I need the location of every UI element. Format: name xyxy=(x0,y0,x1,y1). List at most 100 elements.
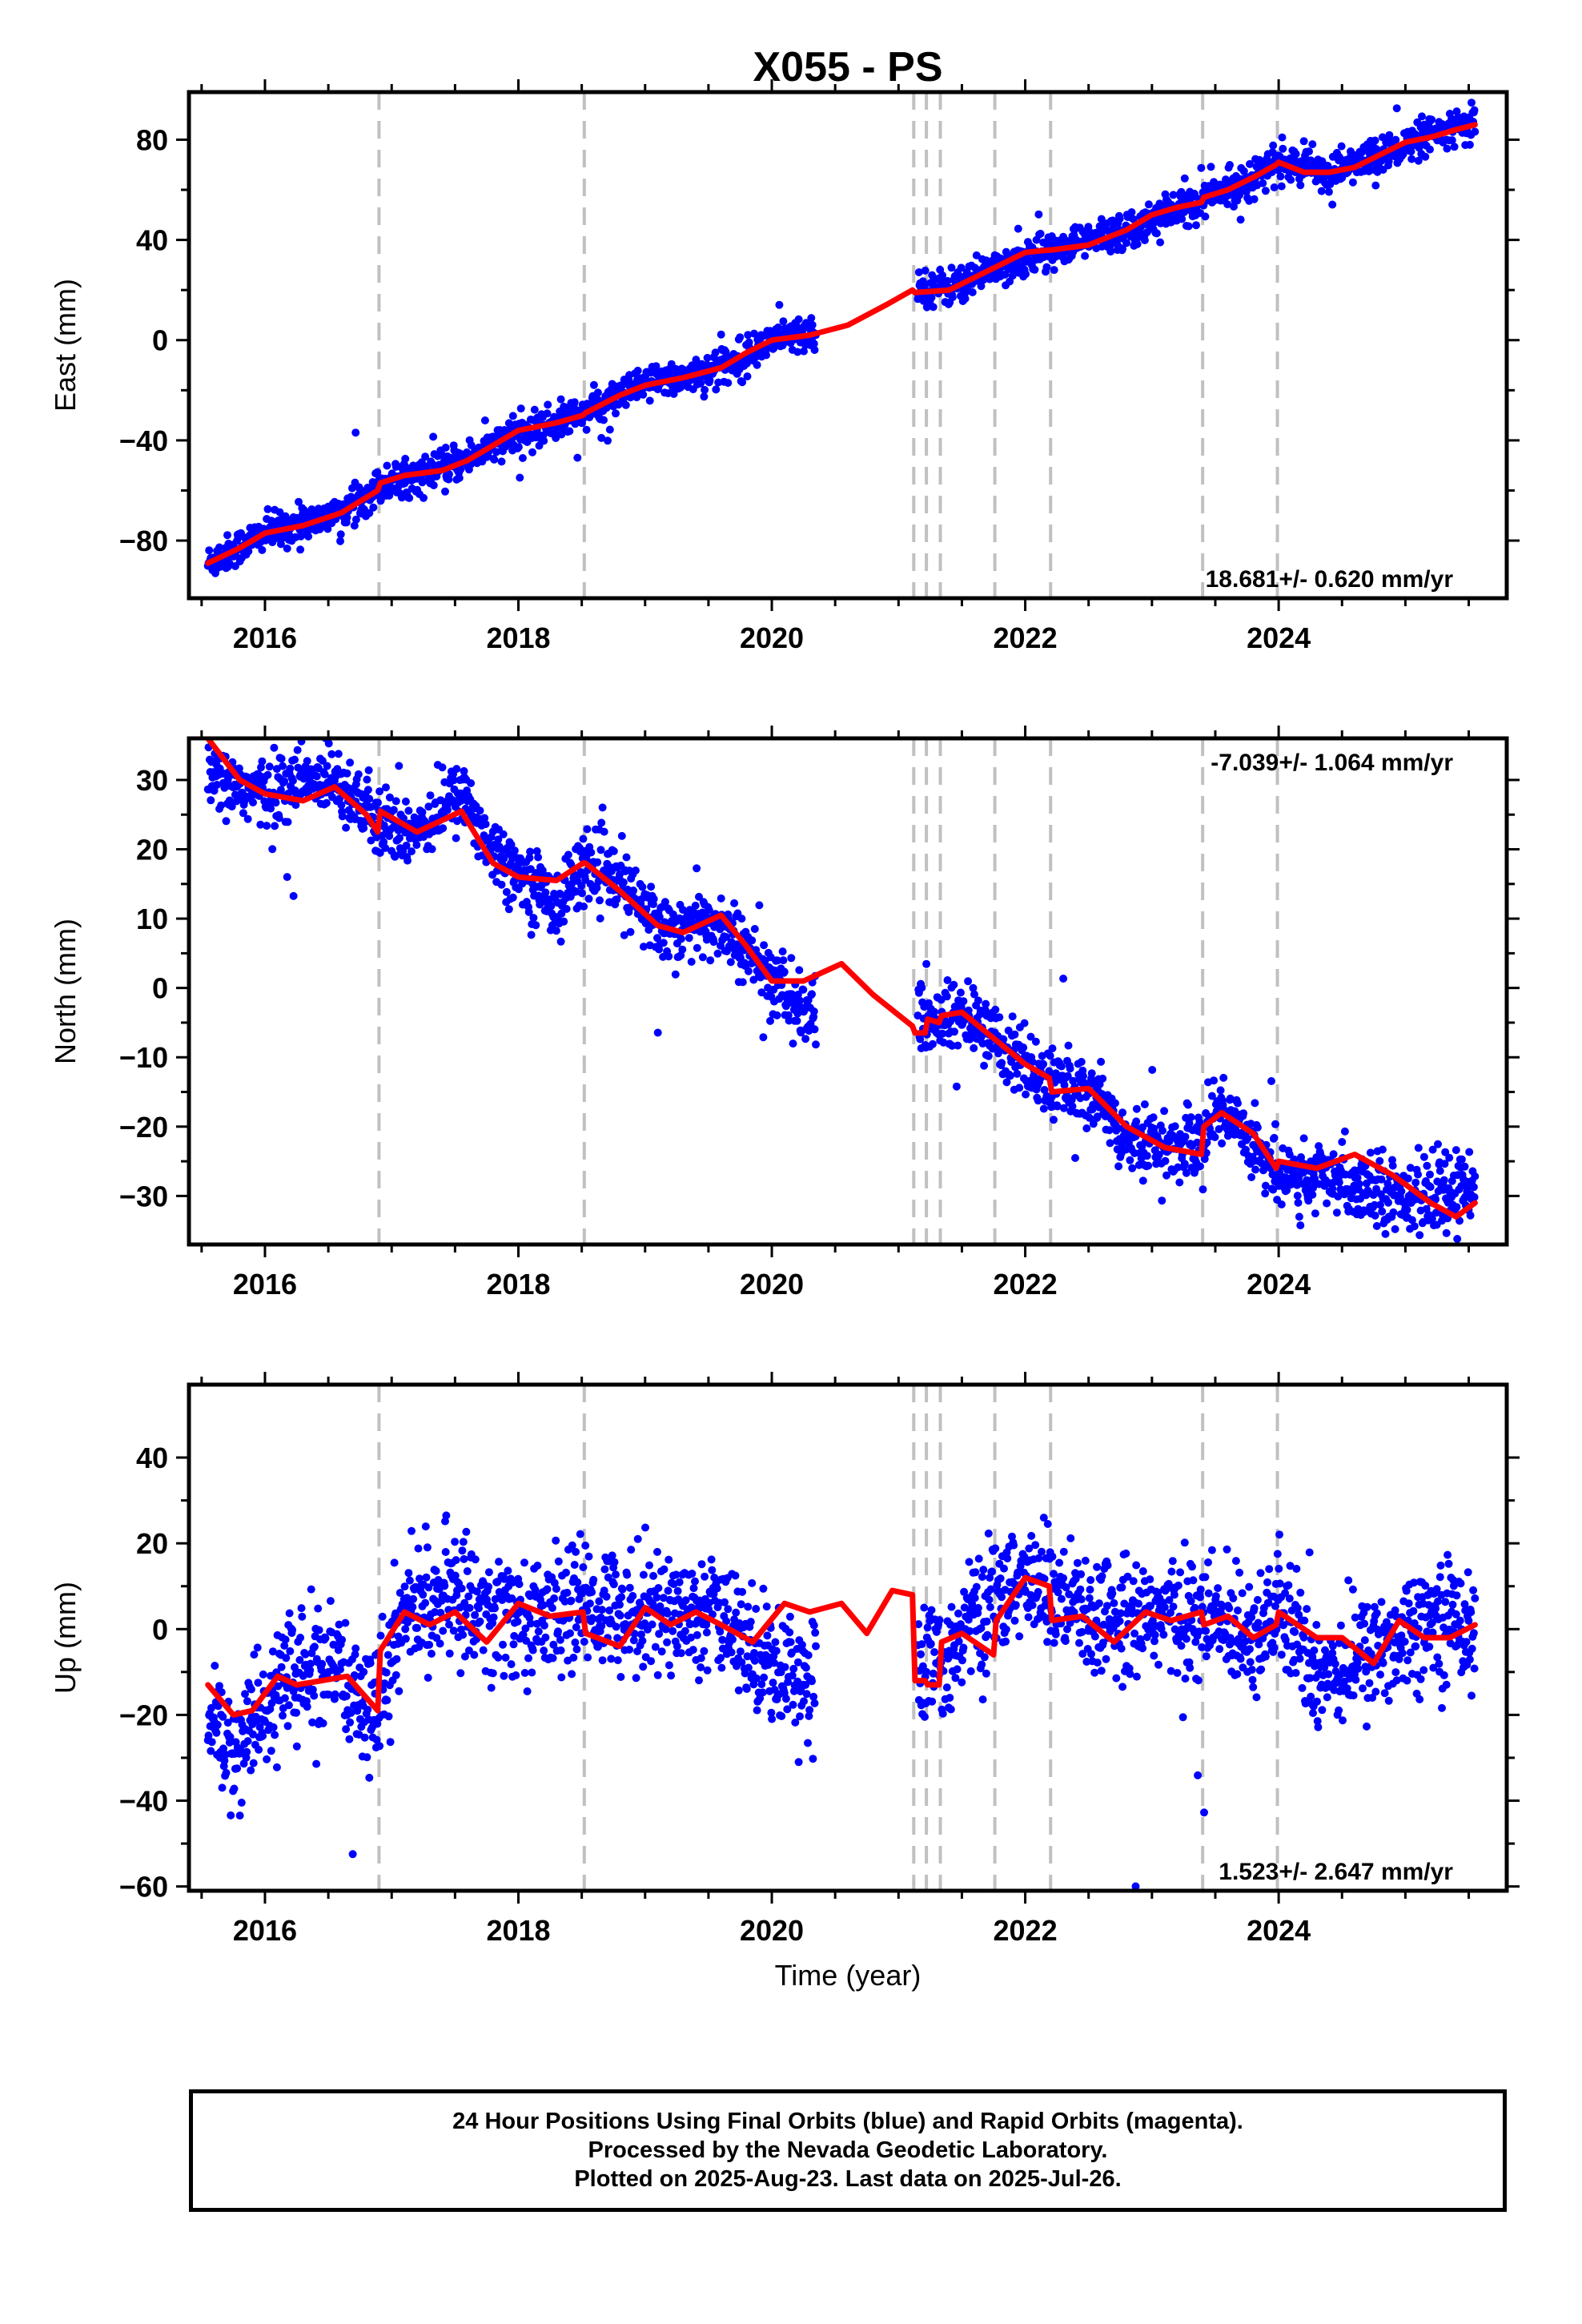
up-data-point xyxy=(495,1558,503,1566)
north-data-point xyxy=(382,783,390,792)
up-data-point xyxy=(306,1659,315,1668)
up-data-point xyxy=(610,1558,619,1566)
north-data-point xyxy=(952,1082,961,1091)
east-data-point xyxy=(445,470,453,479)
up-data-point xyxy=(548,1603,556,1612)
up-data-point xyxy=(451,1571,460,1580)
up-data-point xyxy=(306,1666,315,1675)
north-data-point xyxy=(1441,1148,1450,1156)
east-data-point xyxy=(244,547,253,556)
north-data-point xyxy=(1193,1138,1202,1147)
east-data-point xyxy=(1201,212,1210,221)
up-data-point xyxy=(346,1718,355,1727)
east-data-point xyxy=(762,351,770,360)
north-data-point xyxy=(1031,1037,1040,1046)
north-data-point xyxy=(1039,1059,1048,1068)
east-data-point xyxy=(508,412,517,420)
north-data-point xyxy=(343,769,351,778)
east-data-point xyxy=(1279,144,1287,153)
up-data-point xyxy=(445,1649,454,1658)
up-data-point xyxy=(421,1522,430,1531)
north-x-tick-label: 2016 xyxy=(233,1268,297,1301)
up-data-point xyxy=(386,1738,395,1747)
north-data-point xyxy=(959,997,968,1006)
north-data-point xyxy=(268,845,277,854)
north-data-point xyxy=(1378,1207,1387,1216)
north-data-point xyxy=(785,1016,793,1025)
north-data-point xyxy=(709,938,718,947)
north-data-point xyxy=(930,1007,939,1016)
north-data-point xyxy=(1384,1198,1392,1207)
north-data-point xyxy=(665,952,673,961)
north-data-point xyxy=(1013,1069,1022,1078)
north-data-point xyxy=(981,1005,990,1014)
up-data-point xyxy=(324,1691,333,1699)
up-data-point xyxy=(493,1578,502,1586)
north-y-tick-label: 20 xyxy=(136,834,168,866)
up-data-point xyxy=(272,1763,281,1771)
north-data-point xyxy=(1057,1062,1066,1071)
east-data-point xyxy=(1144,200,1153,209)
up-data-point xyxy=(462,1527,471,1536)
north-data-point xyxy=(1406,1164,1415,1172)
up-data-point xyxy=(569,1653,578,1662)
north-data-point xyxy=(547,902,556,911)
north-data-point xyxy=(678,945,687,954)
north-data-point xyxy=(294,763,303,772)
north-data-point xyxy=(638,883,647,891)
east-data-point xyxy=(497,457,506,466)
east-data-point xyxy=(1278,133,1287,142)
north-data-point xyxy=(1366,1148,1375,1157)
north-data-point xyxy=(359,824,368,833)
north-data-point xyxy=(596,846,605,854)
north-data-point xyxy=(1170,1122,1179,1131)
north-data-point xyxy=(1261,1181,1270,1190)
up-data-point xyxy=(219,1712,227,1721)
up-data-point xyxy=(513,1617,522,1626)
north-data-point xyxy=(596,914,604,923)
up-data-point xyxy=(567,1596,576,1605)
up-data-point xyxy=(602,1592,611,1601)
north-data-point xyxy=(504,905,513,914)
north-data-point xyxy=(497,880,506,889)
north-data-point xyxy=(1218,1139,1227,1148)
up-data-point xyxy=(589,1575,598,1584)
east-data-point xyxy=(1348,178,1357,187)
up-data-point xyxy=(598,1656,607,1665)
north-data-point xyxy=(1376,1200,1384,1209)
east-data-point xyxy=(914,268,923,276)
up-data-point xyxy=(365,1773,374,1782)
north-data-point xyxy=(717,894,725,903)
north-data-point xyxy=(1465,1148,1474,1156)
up-data-point xyxy=(348,1850,357,1859)
east-data-point xyxy=(800,347,808,356)
east-data-point xyxy=(540,436,548,445)
north-model-fit-line xyxy=(205,738,1478,1220)
north-data-point xyxy=(277,754,286,763)
east-data-point xyxy=(573,453,582,462)
north-data-point xyxy=(1407,1216,1416,1224)
north-data-point xyxy=(526,847,535,856)
north-data-point xyxy=(596,896,604,905)
up-data-point xyxy=(382,1668,391,1677)
up-data-point xyxy=(404,1569,413,1578)
up-data-point xyxy=(285,1609,294,1618)
up-data-point xyxy=(556,1635,564,1644)
up-data-point xyxy=(609,1580,618,1589)
north-data-point xyxy=(793,1016,801,1025)
north-data-point xyxy=(1323,1199,1331,1208)
north-data-point xyxy=(1251,1165,1260,1174)
up-data-point xyxy=(336,1665,344,1674)
east-data-point xyxy=(514,443,523,452)
up-data-point xyxy=(342,1692,351,1700)
up-data-point xyxy=(391,1671,400,1679)
north-data-point xyxy=(622,853,631,862)
east-data-point xyxy=(1299,137,1308,146)
up-data-point xyxy=(479,1646,488,1655)
north-data-point xyxy=(1419,1152,1428,1161)
up-data-point xyxy=(243,1747,251,1756)
up-data-point xyxy=(457,1584,466,1593)
east-data-point xyxy=(1427,115,1436,124)
north-data-point xyxy=(929,1039,937,1048)
east-data-point xyxy=(1169,191,1178,199)
